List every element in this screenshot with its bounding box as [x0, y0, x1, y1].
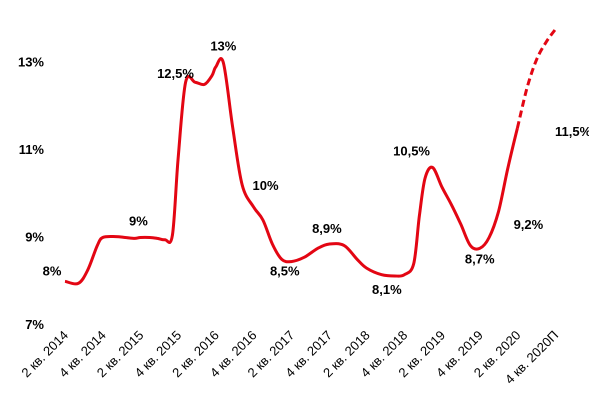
y-tick-label: 13% — [18, 55, 44, 70]
series-line — [64, 57, 519, 286]
y-axis-ticks: 7% 9% 11% 13% — [18, 55, 44, 333]
y-tick-label: 9% — [25, 230, 44, 245]
data-label: 10% — [252, 178, 278, 193]
data-label: 8,9% — [312, 221, 342, 236]
data-label: 9,2% — [514, 217, 544, 232]
forecast-line — [515, 28, 557, 129]
data-labels: 8% 9% 12,5% 13% 10% 8,5% 8,9% 8,1% 10,5% 8,7% 9,2%… — [43, 39, 589, 298]
series-lines — [64, 28, 557, 286]
data-label: 9% — [129, 214, 148, 229]
data-label: 8,5% — [270, 263, 300, 278]
data-label: 8% — [43, 263, 62, 278]
data-label: 8,1% — [372, 282, 402, 297]
data-label: 12,5% — [157, 66, 194, 81]
data-label: 13% — [210, 39, 236, 54]
y-tick-label: 7% — [25, 317, 44, 332]
data-label: 11,5% — [555, 124, 589, 139]
data-label: 10,5% — [393, 144, 430, 159]
data-label: 8,7% — [465, 251, 495, 266]
y-tick-label: 11% — [19, 142, 45, 157]
